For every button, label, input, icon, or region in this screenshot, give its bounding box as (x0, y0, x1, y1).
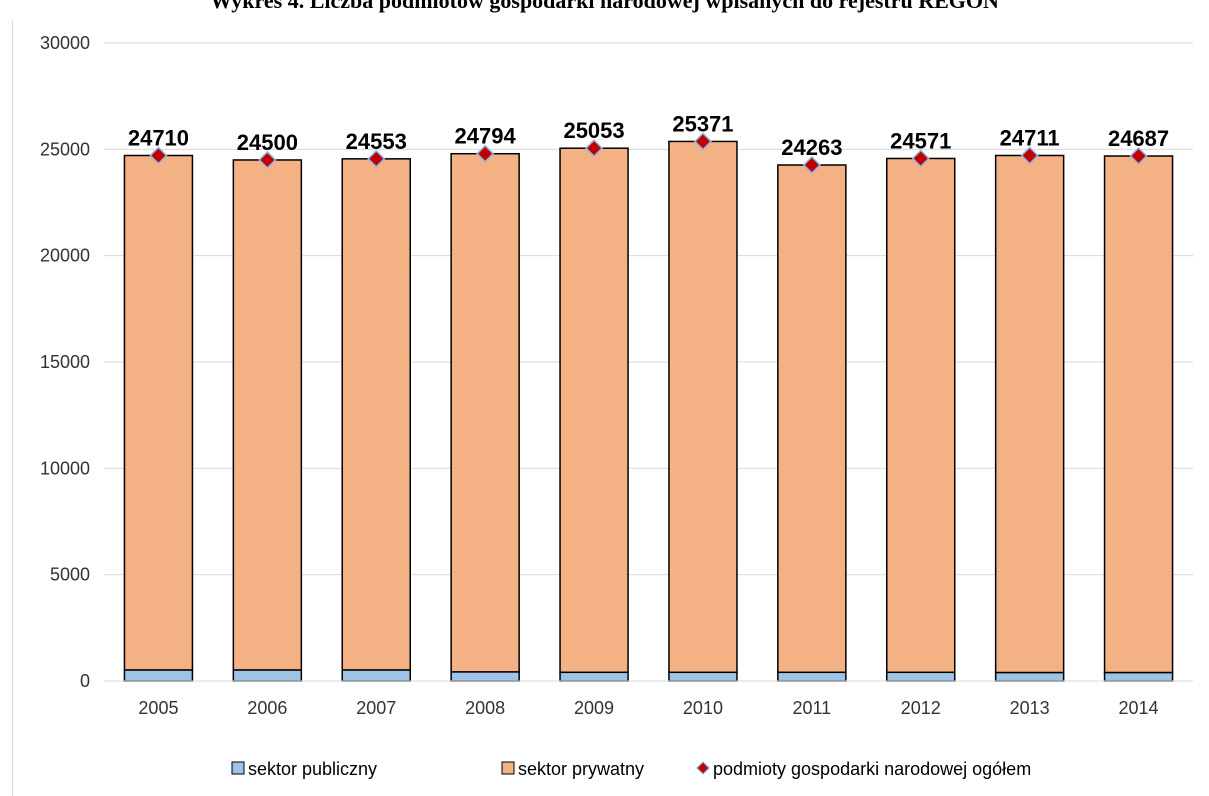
y-tick-label: 30000 (40, 33, 90, 53)
total-marker (258, 150, 277, 170)
x-tick-label: 2013 (1010, 698, 1050, 718)
total-marker (1129, 146, 1148, 166)
total-marker (693, 132, 713, 151)
data-label: 25371 (672, 111, 733, 136)
legend: sektor publiczny sektor prywatny podmioty … (231, 759, 1031, 779)
bar-sektor-publiczny (886, 671, 956, 682)
x-tick-label: 2010 (683, 698, 723, 718)
bar-sektor-prywatny (123, 154, 194, 671)
x-tick-label: 2011 (792, 698, 831, 718)
legend-ogolem-swatch (696, 761, 710, 775)
x-tick-label: 2008 (465, 698, 505, 718)
data-label: 24571 (890, 128, 951, 153)
data-label: 24553 (346, 129, 407, 154)
legend-sektor-prywatny-swatch (501, 761, 515, 775)
bar-sektor-publiczny (994, 671, 1065, 682)
y-tick-label: 25000 (40, 139, 90, 159)
bar-sektor-publiczny (1103, 671, 1174, 682)
bar-sektor-prywatny (1103, 155, 1174, 674)
total-marker (911, 149, 930, 168)
y-tick-label: 5000 (50, 565, 90, 585)
bar-sektor-publiczny (123, 669, 194, 682)
total-marker (149, 146, 168, 165)
total-marker (367, 149, 386, 168)
bars (123, 140, 1174, 682)
bar-sektor-prywatny (559, 147, 629, 674)
bar-sektor-prywatny (994, 154, 1065, 674)
bar-sektor-publiczny (341, 669, 411, 682)
total-marker (1020, 146, 1039, 165)
bar-sektor-publiczny (668, 671, 738, 682)
bar-sektor-prywatny (341, 158, 411, 671)
legend-sektor-prywatny-label: sektor prywatny (518, 759, 644, 779)
y-tick-label: 10000 (40, 458, 90, 478)
bar-sektor-prywatny (232, 159, 303, 671)
axes: 0 5000 10000 15000 20000 25000 30000 2005 2006 20… (40, 33, 1193, 718)
total-marker (584, 139, 604, 158)
bar-sektor-prywatny (777, 164, 847, 674)
y-tick-label: 20000 (40, 246, 90, 266)
bar-sektor-publiczny (559, 671, 629, 682)
total-markers (149, 132, 1148, 175)
data-label: 24687 (1108, 126, 1169, 151)
y-tick-label: 0 (80, 671, 90, 691)
x-tick-label: 2006 (247, 698, 287, 718)
data-label: 25053 (563, 118, 624, 143)
data-label: 24263 (781, 135, 842, 160)
x-tick-label: 2009 (574, 698, 614, 718)
legend-ogolem-label: podmioty gospodarki narodowej ogółem (713, 759, 1031, 779)
x-tick-label: 2007 (356, 698, 396, 718)
bar-sektor-publiczny (232, 669, 303, 682)
x-tick-label: 2005 (138, 698, 178, 718)
data-label: 24500 (237, 130, 298, 155)
data-labels: 24710 24500 24553 24794 25053 25371 24263 24571… (128, 111, 1169, 160)
y-tick-label: 15000 (40, 352, 90, 372)
total-marker (802, 155, 821, 175)
legend-sektor-publiczny-swatch (231, 761, 245, 775)
chart-title: Wykres 4. Liczba podmiotów gospodarki na… (210, 0, 999, 13)
bar-sektor-publiczny (450, 671, 520, 682)
x-tick-label: 2012 (901, 698, 941, 718)
data-label: 24711 (1000, 125, 1060, 150)
bar-sektor-publiczny (777, 671, 847, 682)
bar-sektor-prywatny (450, 152, 520, 673)
bar-sektor-prywatny (668, 140, 738, 674)
legend-sektor-publiczny-label: sektor publiczny (248, 759, 377, 779)
total-marker (476, 144, 495, 163)
data-label: 24794 (455, 124, 517, 149)
x-tick-label: 2014 (1119, 698, 1159, 718)
bar-sektor-prywatny (886, 157, 956, 674)
data-label: 24710 (128, 126, 189, 151)
chart-frame (12, 20, 1209, 796)
